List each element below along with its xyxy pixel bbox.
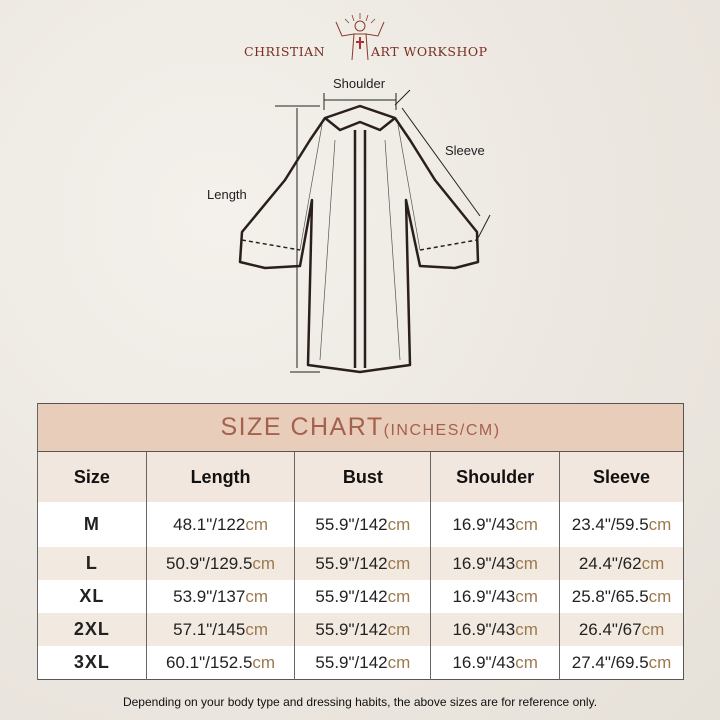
table-row: 3XL 60.1"/152.5cm 55.9"/142cm 16.9"/43cm 27.… bbox=[37, 646, 684, 680]
brand-name-left: CHRISTIAN bbox=[244, 44, 326, 59]
measurement-cell: 16.9"/43cm bbox=[430, 547, 560, 580]
table-row: 2XL 57.1"/145cm 55.9"/142cm 16.9"/43cm 26.4"… bbox=[37, 613, 684, 646]
measurement-cell: 60.1"/152.5cm bbox=[145, 646, 295, 680]
table-row: L 50.9"/129.5cm 55.9"/142cm 16.9"/43cm 24.4"… bbox=[37, 547, 684, 580]
unit-label: (INCHES/CM) bbox=[383, 422, 501, 439]
size-cell: M bbox=[37, 502, 147, 547]
measurement-cell: 48.1"/122cm bbox=[145, 502, 295, 547]
size-cell: 3XL bbox=[37, 646, 147, 680]
robe-outline bbox=[238, 104, 480, 374]
size-chart-title: SIZE CHART(INCHES/CM) bbox=[37, 403, 684, 452]
reference-note: Depending on your body type and dressing… bbox=[122, 695, 598, 709]
header-shoulder: Shoulder bbox=[430, 451, 560, 502]
header-sleeve: Sleeve bbox=[559, 451, 684, 502]
jesus-cross-logo-icon bbox=[335, 13, 385, 61]
sleeve-label: Sleeve bbox=[445, 143, 485, 158]
table-row: XL 53.9"/137cm 55.9"/142cm 16.9"/43cm 25.8"/… bbox=[37, 580, 684, 613]
measurement-cell: 24.4"/62cm bbox=[559, 547, 684, 580]
measurement-cell: 57.1"/145cm bbox=[145, 613, 295, 646]
measurement-cell: 16.9"/43cm bbox=[430, 613, 560, 646]
measurement-cell: 16.9"/43cm bbox=[430, 646, 560, 680]
robe-diagram bbox=[238, 89, 491, 374]
measurement-cell: 55.9"/142cm bbox=[294, 613, 431, 646]
measurement-cell: 16.9"/43cm bbox=[430, 502, 560, 547]
shoulder-label: Shoulder bbox=[333, 76, 386, 91]
header-row: Size Length Bust Shoulder Sleeve bbox=[37, 451, 684, 502]
table-row: M 48.1"/122cm 55.9"/142cm 16.9"/43cm 23.4"/5… bbox=[37, 502, 684, 547]
size-cell: 2XL bbox=[37, 613, 147, 646]
measurement-cell: 55.9"/142cm bbox=[294, 502, 431, 547]
measurement-cell: 53.9"/137cm bbox=[145, 580, 295, 613]
size-cell: L bbox=[37, 547, 147, 580]
header-length: Length bbox=[145, 451, 295, 502]
measurement-cell: 23.4"/59.5cm bbox=[559, 502, 684, 547]
measurement-cell: 26.4"/67cm bbox=[559, 613, 684, 646]
length-label: Length bbox=[207, 187, 247, 202]
measurement-cell: 55.9"/142cm bbox=[294, 580, 431, 613]
measurement-cell: 55.9"/142cm bbox=[294, 646, 431, 680]
header-bust: Bust bbox=[294, 451, 431, 502]
measurement-cell: 55.9"/142cm bbox=[294, 547, 431, 580]
measurement-cell: 27.4"/69.5cm bbox=[559, 646, 684, 680]
measurement-cell: 25.8"/65.5cm bbox=[559, 580, 684, 613]
size-chart-table: SIZE CHART(INCHES/CM) Size Length Bust S… bbox=[37, 403, 684, 680]
brand-name-right: ART WORKSHOP bbox=[371, 44, 488, 59]
measurement-cell: 16.9"/43cm bbox=[430, 580, 560, 613]
size-cell: XL bbox=[37, 580, 147, 613]
measurement-cell: 50.9"/129.5cm bbox=[145, 547, 295, 580]
sleeve-arrow bbox=[401, 107, 481, 217]
header-size: Size bbox=[37, 451, 147, 502]
